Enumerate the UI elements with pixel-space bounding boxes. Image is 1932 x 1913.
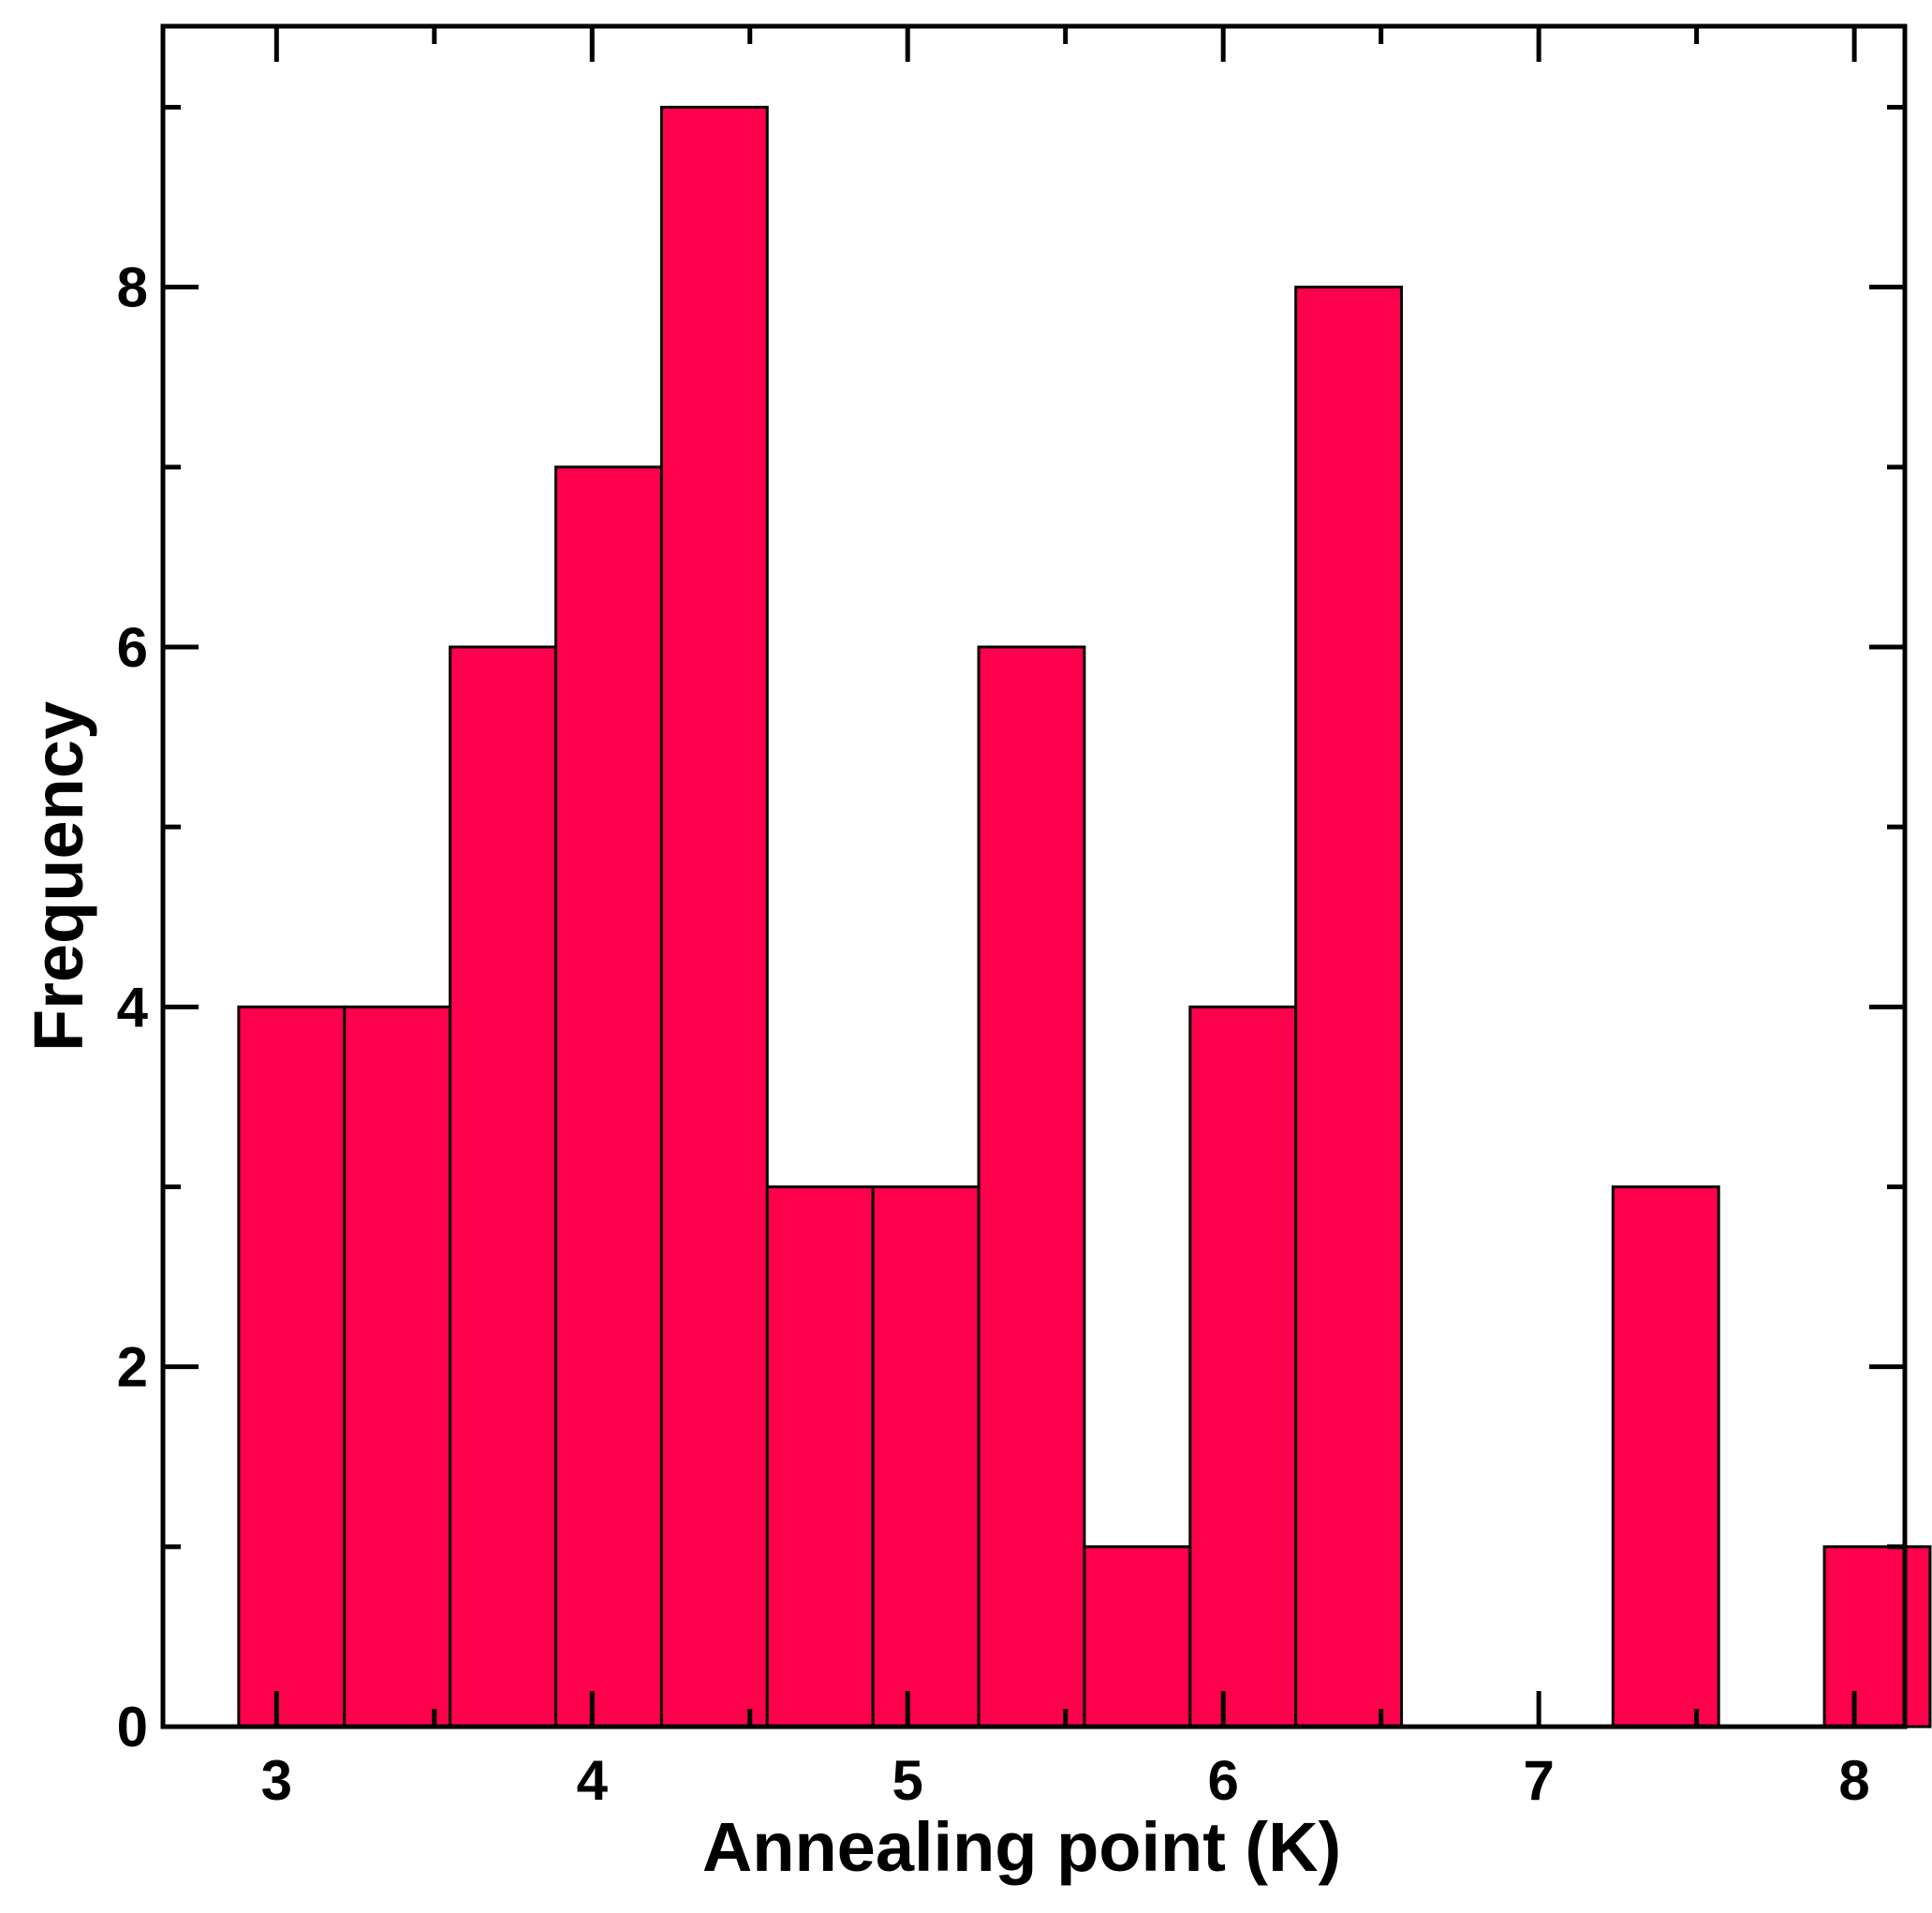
histogram-bar (237, 1005, 347, 1729)
bars-group (237, 105, 1932, 1729)
y-axis-label: Frequency (20, 701, 97, 1052)
x-axis-label: Annealing point (K) (702, 1808, 1341, 1886)
histogram-bar (765, 1185, 875, 1729)
y-tick-label: 4 (117, 976, 149, 1038)
y-tick-label: 2 (117, 1336, 148, 1399)
x-tick-label: 6 (1207, 1749, 1238, 1812)
plot-frame (160, 23, 1908, 1729)
histogram-bar (1294, 286, 1404, 1729)
histogram-bar (1611, 1185, 1720, 1729)
x-tick-label: 8 (1838, 1749, 1869, 1812)
histogram-bar (343, 1005, 452, 1729)
x-tick-label: 4 (577, 1749, 609, 1812)
histogram-bar (1822, 1545, 1932, 1729)
x-tick-label: 3 (261, 1749, 292, 1812)
y-tick-label: 8 (117, 257, 148, 319)
histogram-bar (871, 1185, 981, 1729)
histogram-bar (554, 465, 663, 1729)
histogram-bar (1188, 1005, 1298, 1729)
x-tick-label: 5 (892, 1749, 923, 1812)
histogram-bar (1083, 1545, 1192, 1729)
histogram-bar (659, 105, 769, 1729)
y-tick-label: 6 (117, 616, 148, 679)
x-tick-label: 7 (1523, 1749, 1554, 1812)
tick-labels-group: 3 4 5 6 7 8 0 2 4 6 8 (117, 257, 1870, 1812)
histogram-bar (977, 645, 1086, 1729)
y-tick-label: 0 (117, 1696, 148, 1758)
histogram-bar (449, 645, 558, 1729)
